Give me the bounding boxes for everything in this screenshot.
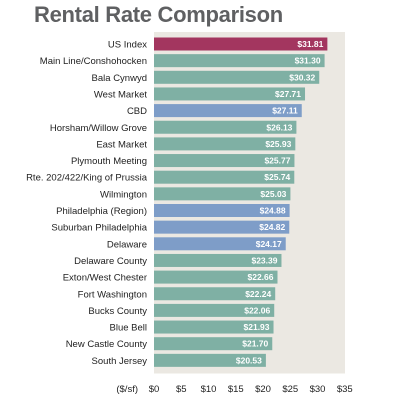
bar-value-label: $22.06	[244, 305, 270, 315]
category-label: Main Line/Conshohocken	[40, 56, 147, 67]
x-axis-label: ($/sf)	[116, 384, 138, 395]
x-tick-label: $25	[282, 384, 298, 395]
bar-value-label: $30.32	[289, 72, 315, 82]
bar	[154, 303, 275, 317]
category-label: Wilmington	[100, 189, 147, 200]
x-tick-label: $20	[255, 384, 271, 395]
bar-value-label: $25.93	[265, 139, 291, 149]
bar	[154, 204, 290, 217]
x-tick-label: $10	[201, 384, 217, 395]
category-label: Delaware County	[74, 256, 147, 267]
bar-value-label: $23.39	[251, 255, 277, 265]
category-label: South Jersey	[92, 356, 148, 367]
category-label: Rte. 202/422/King of Prussia	[26, 173, 148, 184]
bar-value-label: $27.11	[272, 106, 298, 116]
category-labels: US Index Main Line/Conshohocken Bala Cynwy…	[26, 40, 148, 367]
bar	[154, 154, 295, 168]
bar	[154, 104, 302, 118]
category-label: US Index	[108, 40, 147, 51]
category-label: Blue Bell	[110, 323, 148, 334]
category-label: New Castle County	[66, 339, 148, 350]
chart-title: Rental Rate Comparison	[34, 2, 283, 27]
bar-value-label: $24.17	[256, 239, 282, 249]
bar-value-label: $27.71	[275, 89, 301, 99]
bar-value-label: $21.93	[244, 322, 270, 332]
category-label: Delaware	[107, 239, 147, 250]
bar	[154, 170, 295, 184]
bar	[154, 253, 282, 267]
x-tick-label: $5	[176, 384, 187, 395]
bar	[154, 54, 325, 68]
bar-value-label: $22.66	[247, 272, 273, 282]
category-label: Bucks County	[88, 306, 147, 317]
category-label: CBD	[127, 106, 147, 117]
bar-value-label: $22.24	[245, 289, 271, 299]
bar-value-label: $20.53	[236, 355, 262, 365]
category-label: Suburban Philadelphia	[51, 223, 147, 234]
bar	[154, 120, 297, 134]
category-label: Plymouth Meeting	[71, 156, 147, 167]
bar-value-label: $25.77	[264, 156, 290, 166]
bar	[154, 237, 286, 251]
bar	[154, 87, 306, 101]
bar-value-label: $25.74	[264, 172, 290, 182]
bar	[154, 137, 296, 151]
bar	[154, 320, 274, 334]
bar-value-label: $26.13	[266, 122, 292, 132]
bar	[154, 270, 278, 284]
category-label: Exton/West Chester	[63, 273, 147, 284]
bar-value-label: $24.88	[260, 206, 286, 216]
category-label: West Market	[94, 89, 148, 100]
bar-value-label: $31.81	[297, 39, 323, 49]
bar	[154, 337, 273, 351]
bar	[154, 70, 320, 84]
bar-value-label: $31.30	[295, 56, 321, 66]
bar	[154, 220, 290, 234]
bar	[154, 187, 291, 201]
bar-value-label: $24.82	[259, 222, 285, 232]
x-tick-label: $35	[337, 384, 353, 395]
bar	[154, 353, 266, 367]
category-label: Bala Cynwyd	[92, 73, 147, 84]
bar	[154, 287, 276, 301]
x-tick-label: $0	[149, 384, 160, 395]
x-tick-label: $15	[228, 384, 244, 395]
x-tick-label: $30	[310, 384, 326, 395]
category-label: Philadelphia (Region)	[56, 206, 147, 217]
category-label: Horsham/Willow Grove	[50, 123, 147, 134]
bars-layer: $31.81 $31.30 $30.32 $27.71 $27.11 $26.13 $25.…	[154, 37, 328, 367]
x-axis: ($/sf) $0 $5 $10 $15 $20 $25 $30 $35	[116, 384, 352, 395]
bar-value-label: $25.03	[260, 189, 286, 199]
category-label: Fort Washington	[78, 289, 147, 300]
bar	[154, 37, 328, 51]
category-label: East Market	[96, 139, 147, 150]
bar-value-label: $21.70	[242, 339, 268, 349]
